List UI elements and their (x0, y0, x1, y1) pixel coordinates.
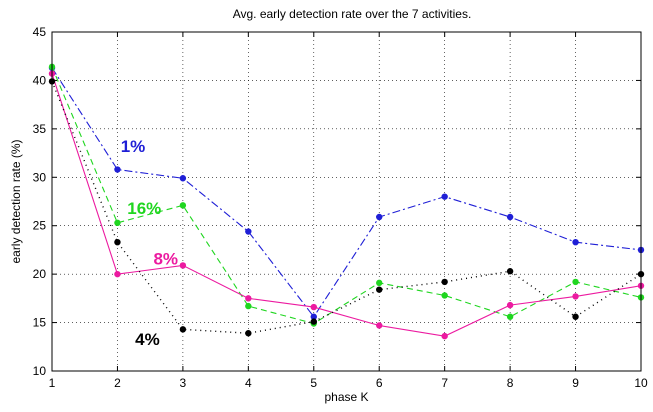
y-tick-label: 35 (33, 122, 47, 136)
series-line (51, 66, 642, 325)
x-tick-label: 8 (507, 376, 514, 390)
data-point (245, 295, 252, 302)
x-tick-label: 6 (376, 376, 383, 390)
data-point (376, 279, 383, 287)
data-point (572, 238, 579, 246)
data-point (506, 313, 514, 320)
series-line (51, 67, 642, 318)
data-point (114, 219, 121, 227)
data-point (245, 302, 252, 310)
y-tick-label: 40 (33, 73, 47, 87)
data-point (506, 213, 514, 221)
data-point (506, 301, 514, 309)
series-3 (48, 78, 645, 337)
series-1 (48, 63, 645, 327)
series-annotation: 4% (135, 330, 160, 349)
series-annotation: 1% (121, 137, 146, 156)
y-tick-label: 45 (33, 25, 47, 39)
plot-frame (51, 31, 642, 372)
x-tick-label: 9 (572, 376, 579, 390)
data-point (441, 292, 448, 299)
data-point (114, 270, 121, 278)
data-point (441, 278, 448, 286)
data-point (572, 278, 579, 286)
series-0 (48, 64, 645, 320)
data-point (572, 293, 579, 300)
y-tick-label: 20 (33, 267, 47, 281)
series-line (51, 73, 642, 337)
data-point (179, 262, 187, 269)
data-point (572, 313, 579, 320)
y-tick-label: 15 (33, 316, 47, 330)
grid (52, 32, 641, 371)
data-point (376, 213, 383, 221)
data-point (310, 318, 317, 325)
data-point (441, 193, 448, 200)
x-tick-label: 5 (310, 376, 317, 390)
data-point (506, 268, 514, 275)
data-point (245, 228, 252, 235)
chart-title: Avg. early detection rate over the 7 act… (233, 7, 472, 21)
x-tick-label: 10 (634, 376, 648, 390)
data-point (245, 330, 252, 337)
data-point (376, 286, 383, 293)
series-annotation: 16% (127, 199, 161, 218)
y-tick-label: 10 (33, 364, 47, 378)
x-tick-label: 7 (441, 376, 448, 390)
data-point (376, 322, 383, 329)
data-point (114, 166, 121, 173)
x-axis-label: phase K (324, 390, 368, 404)
data-point (179, 326, 187, 333)
y-tick-label: 25 (33, 219, 47, 233)
x-tick-label: 1 (49, 376, 56, 390)
data-point (114, 238, 121, 246)
data-point (310, 313, 317, 320)
annotations: 1% 16% 8% 4% (121, 137, 178, 349)
data-point (179, 202, 187, 209)
y-axis-label: early detection rate (%) (9, 139, 23, 263)
x-tick-label: 4 (245, 376, 252, 390)
y-tick-label: 30 (33, 170, 47, 184)
data-point (179, 175, 187, 182)
data-point (310, 303, 317, 311)
series-annotation: 8% (153, 249, 178, 268)
x-tick-label: 3 (180, 376, 187, 390)
x-tick-label: 2 (114, 376, 121, 390)
data-point (441, 332, 448, 340)
